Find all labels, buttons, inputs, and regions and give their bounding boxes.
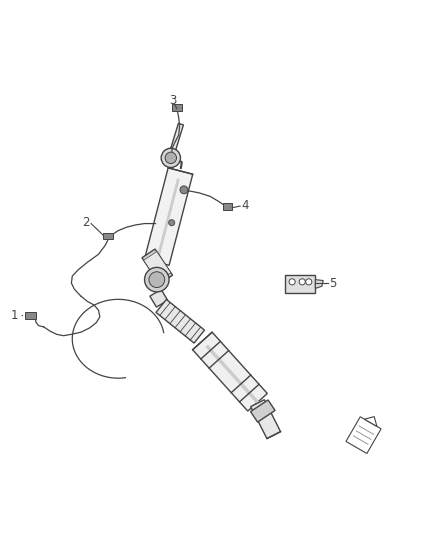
- Text: 2: 2: [81, 216, 89, 229]
- Polygon shape: [150, 289, 168, 307]
- Circle shape: [165, 152, 177, 164]
- Text: 5: 5: [329, 277, 336, 289]
- Text: 1: 1: [10, 310, 18, 322]
- Bar: [223, 204, 232, 209]
- Polygon shape: [142, 249, 173, 284]
- Circle shape: [289, 279, 295, 285]
- Circle shape: [145, 268, 169, 292]
- Polygon shape: [315, 280, 323, 288]
- Polygon shape: [168, 123, 184, 158]
- Text: 4: 4: [241, 199, 249, 212]
- Bar: [172, 104, 182, 111]
- Circle shape: [306, 279, 312, 285]
- Polygon shape: [145, 168, 193, 265]
- Polygon shape: [156, 300, 205, 343]
- Circle shape: [149, 272, 165, 287]
- Circle shape: [161, 148, 180, 167]
- Circle shape: [169, 220, 175, 226]
- Text: 3: 3: [170, 94, 177, 108]
- Polygon shape: [144, 252, 171, 281]
- Polygon shape: [193, 332, 267, 411]
- Polygon shape: [285, 275, 315, 293]
- Polygon shape: [251, 400, 275, 422]
- Bar: [346, 417, 381, 454]
- Polygon shape: [251, 400, 281, 439]
- Circle shape: [180, 186, 188, 194]
- Circle shape: [299, 279, 305, 285]
- Bar: [103, 233, 113, 239]
- Bar: [25, 312, 36, 319]
- Polygon shape: [364, 417, 377, 426]
